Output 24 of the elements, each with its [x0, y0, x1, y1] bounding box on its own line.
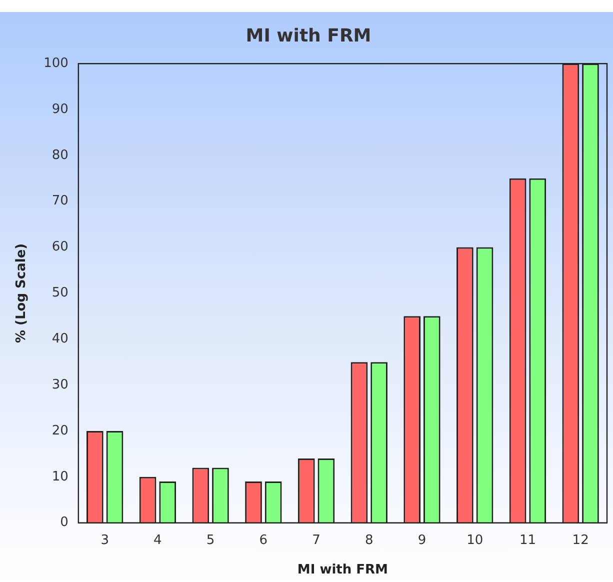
y-tick-label: 70 [52, 194, 68, 209]
y-tick-label: 100 [44, 56, 68, 71]
y-tick-label: 30 [52, 377, 68, 392]
chart-title: MI with FRM [246, 25, 372, 46]
x-tick-label: 9 [418, 532, 426, 548]
x-tick-label: 6 [259, 532, 268, 548]
x-axis-title: MI with FRM [297, 562, 388, 578]
y-tick-label: 90 [52, 102, 68, 117]
x-tick-label: 3 [100, 532, 109, 548]
y-tick-label: 40 [52, 331, 68, 346]
y-axis-title: % (Log Scale) [14, 243, 30, 344]
y-tick-label: 0 [60, 515, 68, 530]
y-tick-label: 20 [52, 423, 68, 438]
y-tick-label: 10 [52, 469, 68, 484]
x-tick-label: 8 [364, 532, 374, 548]
x-tick-label: 7 [312, 532, 320, 548]
x-tick-label: 5 [206, 532, 215, 548]
y-tick-label: 80 [52, 148, 68, 163]
x-tick-label: 4 [154, 532, 162, 548]
x-tick-label: 12 [572, 532, 589, 548]
y-tick-label: 60 [52, 240, 68, 255]
y-tick-label: 50 [52, 286, 68, 301]
x-tick-label: 11 [519, 532, 536, 548]
x-tick-label: 10 [466, 532, 484, 548]
